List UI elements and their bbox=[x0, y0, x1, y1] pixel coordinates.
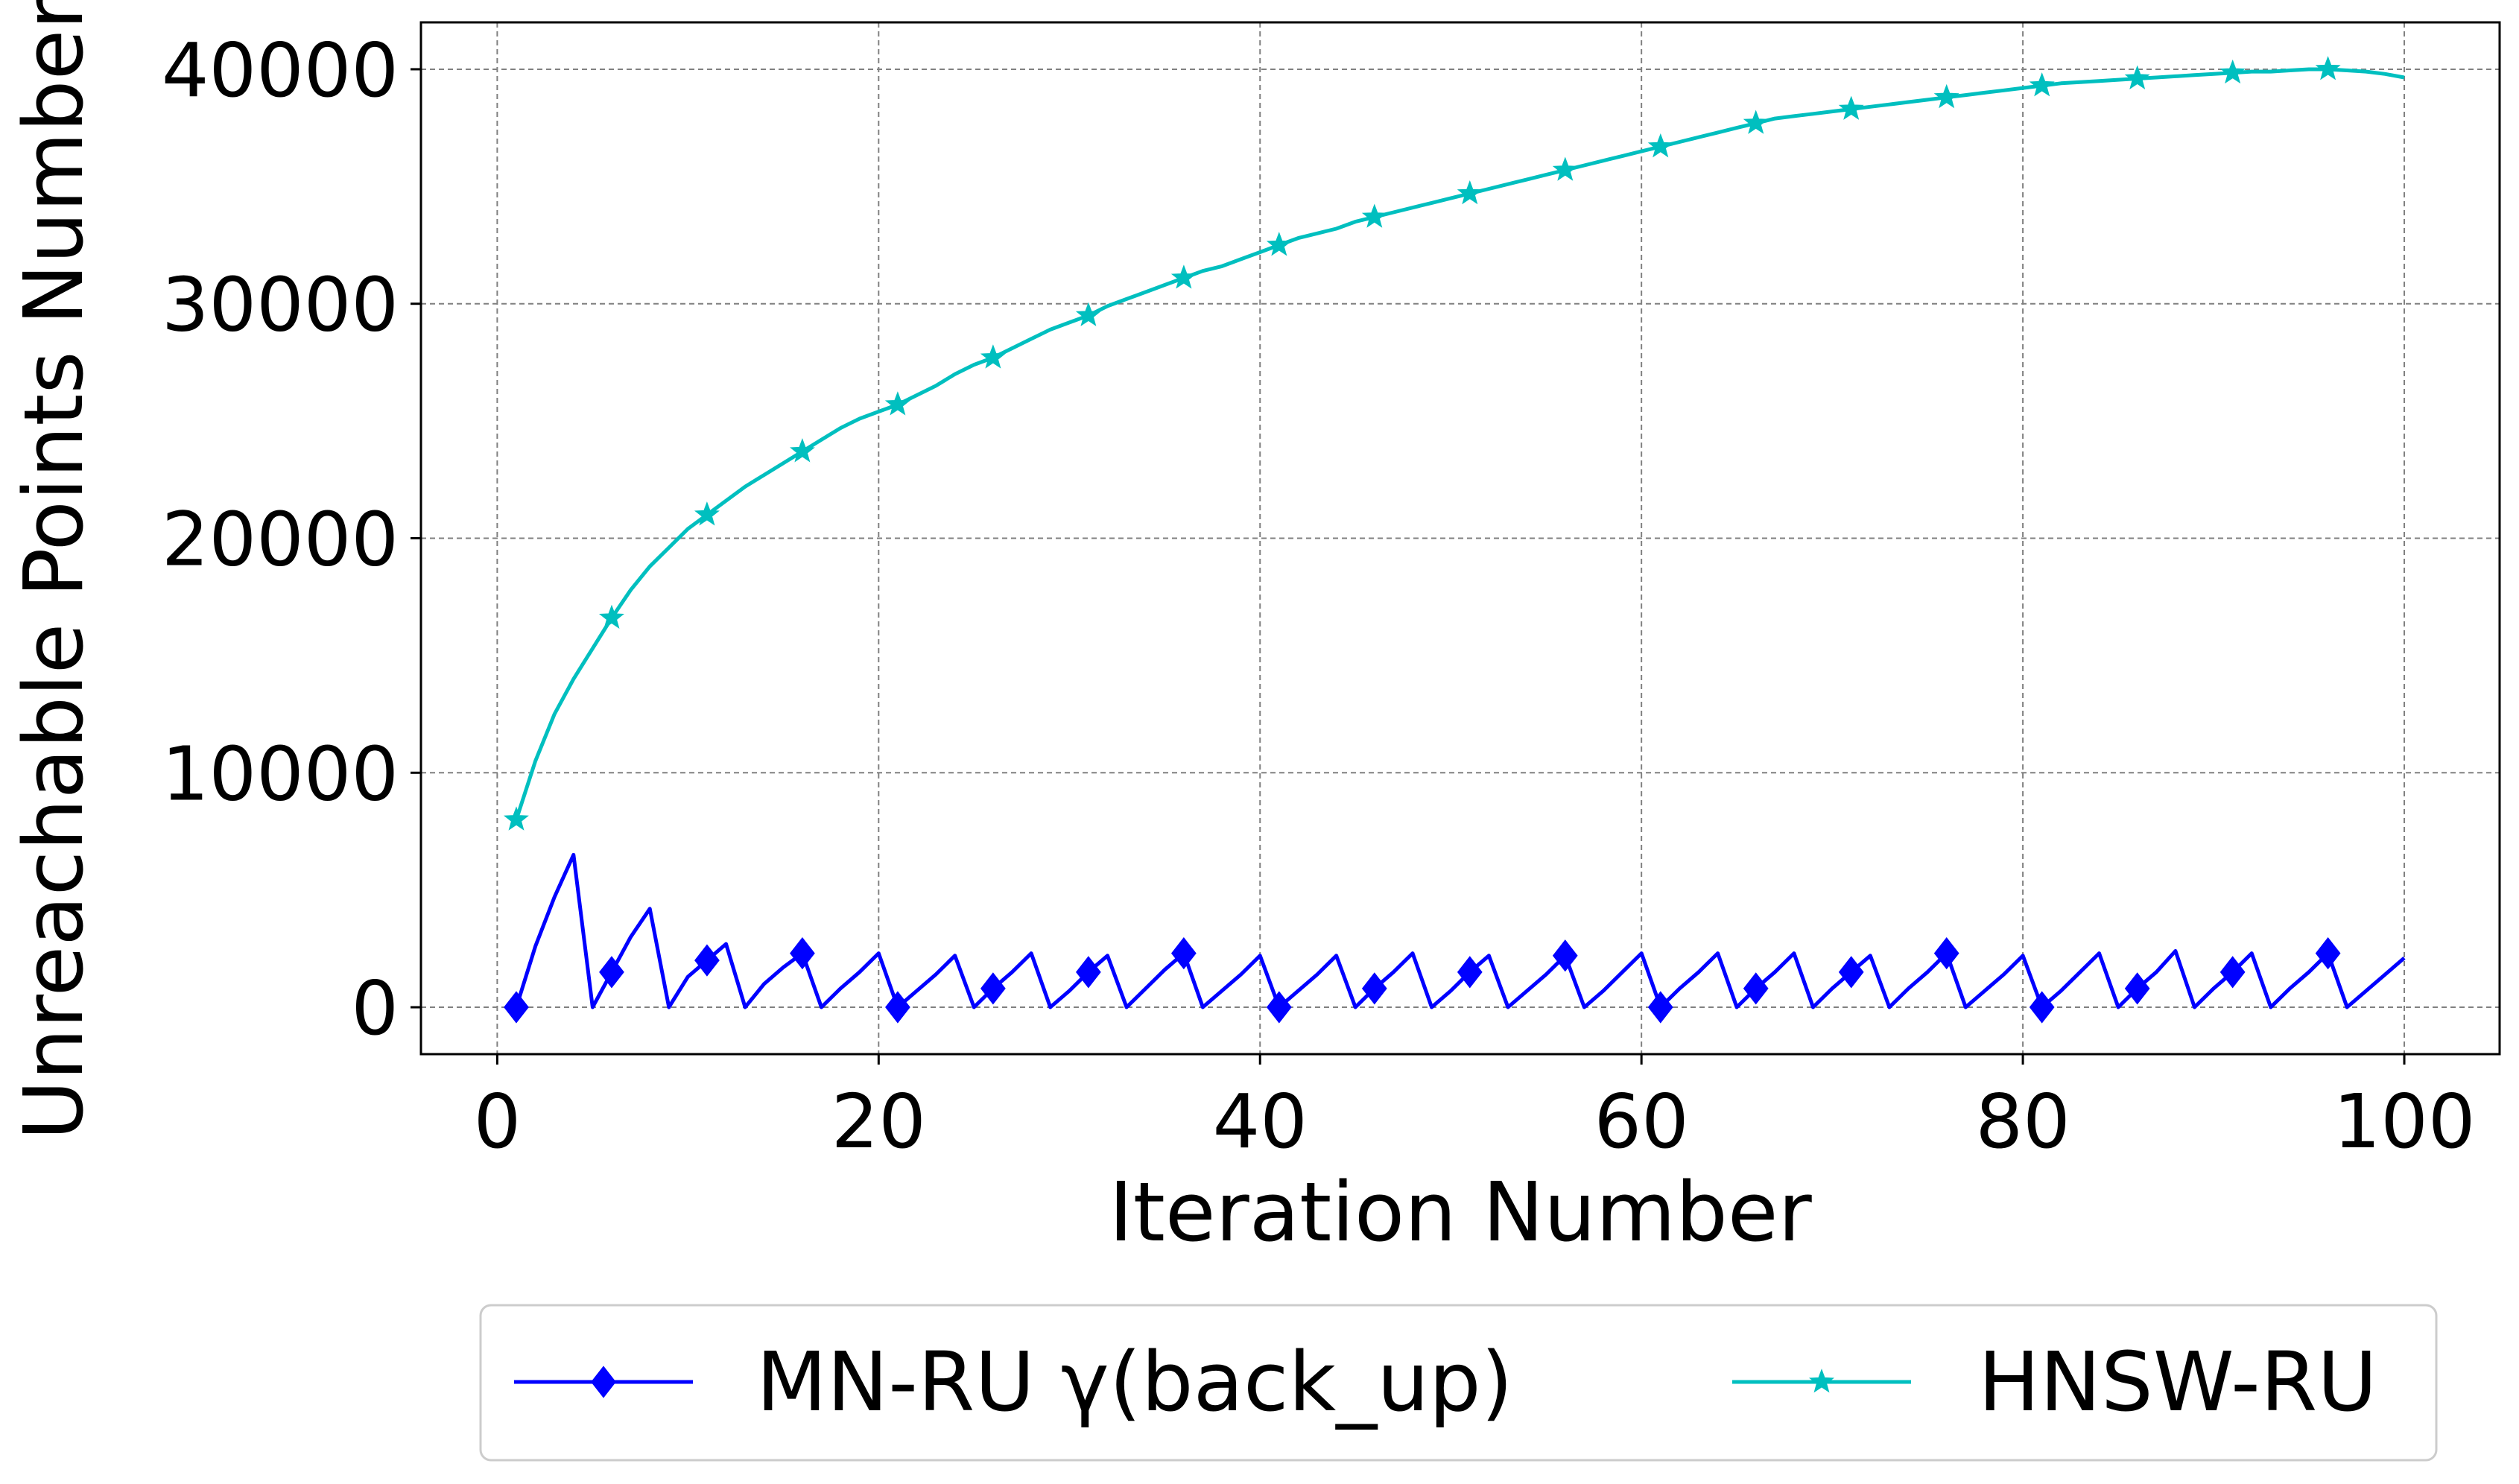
x-tick-label: 20 bbox=[831, 1078, 926, 1165]
data-point bbox=[1170, 264, 1197, 289]
data-point bbox=[2124, 65, 2150, 90]
data-point bbox=[1552, 156, 1578, 181]
data-point bbox=[598, 604, 624, 630]
y-tick-label: 0 bbox=[351, 965, 399, 1052]
data-point bbox=[2315, 56, 2341, 80]
data-point bbox=[1647, 991, 1673, 1024]
data-point bbox=[504, 991, 529, 1024]
data-point bbox=[1170, 937, 1197, 970]
legend-label: MN-RU γ(back_up) bbox=[756, 1334, 1513, 1430]
series-1 bbox=[503, 56, 2405, 831]
data-point bbox=[1076, 956, 1101, 989]
data-point bbox=[1552, 939, 1578, 972]
data-point bbox=[694, 501, 720, 526]
data-point bbox=[1838, 95, 1864, 120]
data-point bbox=[1838, 956, 1864, 989]
data-point bbox=[1075, 302, 1101, 326]
data-point bbox=[1361, 972, 1387, 1005]
series-layer bbox=[503, 56, 2406, 1024]
data-point bbox=[1266, 991, 1292, 1024]
data-point bbox=[1933, 83, 1959, 109]
axis-ticks: 0 20 40 60 80 100 0 10000 20000 30000 40000 bbox=[162, 27, 2476, 1165]
data-point bbox=[2219, 956, 2246, 989]
data-point bbox=[790, 937, 815, 970]
series-line bbox=[514, 67, 2405, 820]
data-point bbox=[2029, 991, 2055, 1024]
legend-label: HNSW-RU bbox=[1978, 1334, 2377, 1430]
data-point bbox=[503, 806, 529, 831]
data-point bbox=[980, 972, 1006, 1005]
data-point bbox=[1361, 203, 1387, 228]
y-tick-label: 40000 bbox=[162, 27, 399, 114]
data-point bbox=[2124, 972, 2150, 1005]
data-point bbox=[980, 344, 1006, 369]
data-point bbox=[2315, 937, 2341, 970]
data-point bbox=[1743, 110, 1769, 134]
data-point bbox=[1457, 180, 1483, 205]
legend-swatch-marker bbox=[1808, 1369, 1835, 1393]
data-point bbox=[1743, 972, 1769, 1005]
data-point bbox=[1457, 956, 1483, 989]
series-0 bbox=[504, 852, 2406, 1024]
series-line bbox=[514, 852, 2406, 1009]
data-point bbox=[2029, 72, 2055, 97]
data-point bbox=[599, 956, 624, 989]
grid-lines bbox=[421, 22, 2500, 1054]
legend-swatch-marker bbox=[591, 1366, 616, 1398]
data-point bbox=[790, 438, 815, 463]
x-tick-label: 40 bbox=[1213, 1078, 1308, 1165]
data-point bbox=[885, 991, 910, 1024]
x-tick-label: 100 bbox=[2333, 1078, 2476, 1165]
y-tick-label: 20000 bbox=[162, 496, 399, 583]
x-axis-title: Iteration Number bbox=[1109, 1164, 1812, 1260]
x-tick-label: 60 bbox=[1594, 1078, 1689, 1165]
data-point bbox=[694, 944, 720, 977]
y-axis-title: Unreachable Points Number bbox=[6, 0, 101, 1141]
x-tick-label: 80 bbox=[1975, 1078, 2070, 1165]
legend: MN-RU γ(back_up) HNSW-RU bbox=[479, 1304, 2438, 1462]
y-tick-label: 10000 bbox=[162, 730, 399, 817]
legend-box bbox=[479, 1304, 2438, 1462]
data-point bbox=[1266, 232, 1292, 256]
data-point bbox=[1933, 937, 1959, 970]
data-point bbox=[884, 391, 910, 416]
data-point bbox=[1647, 133, 1673, 158]
data-point bbox=[2219, 59, 2246, 84]
y-tick-label: 30000 bbox=[162, 261, 399, 349]
x-tick-label: 0 bbox=[474, 1078, 522, 1165]
